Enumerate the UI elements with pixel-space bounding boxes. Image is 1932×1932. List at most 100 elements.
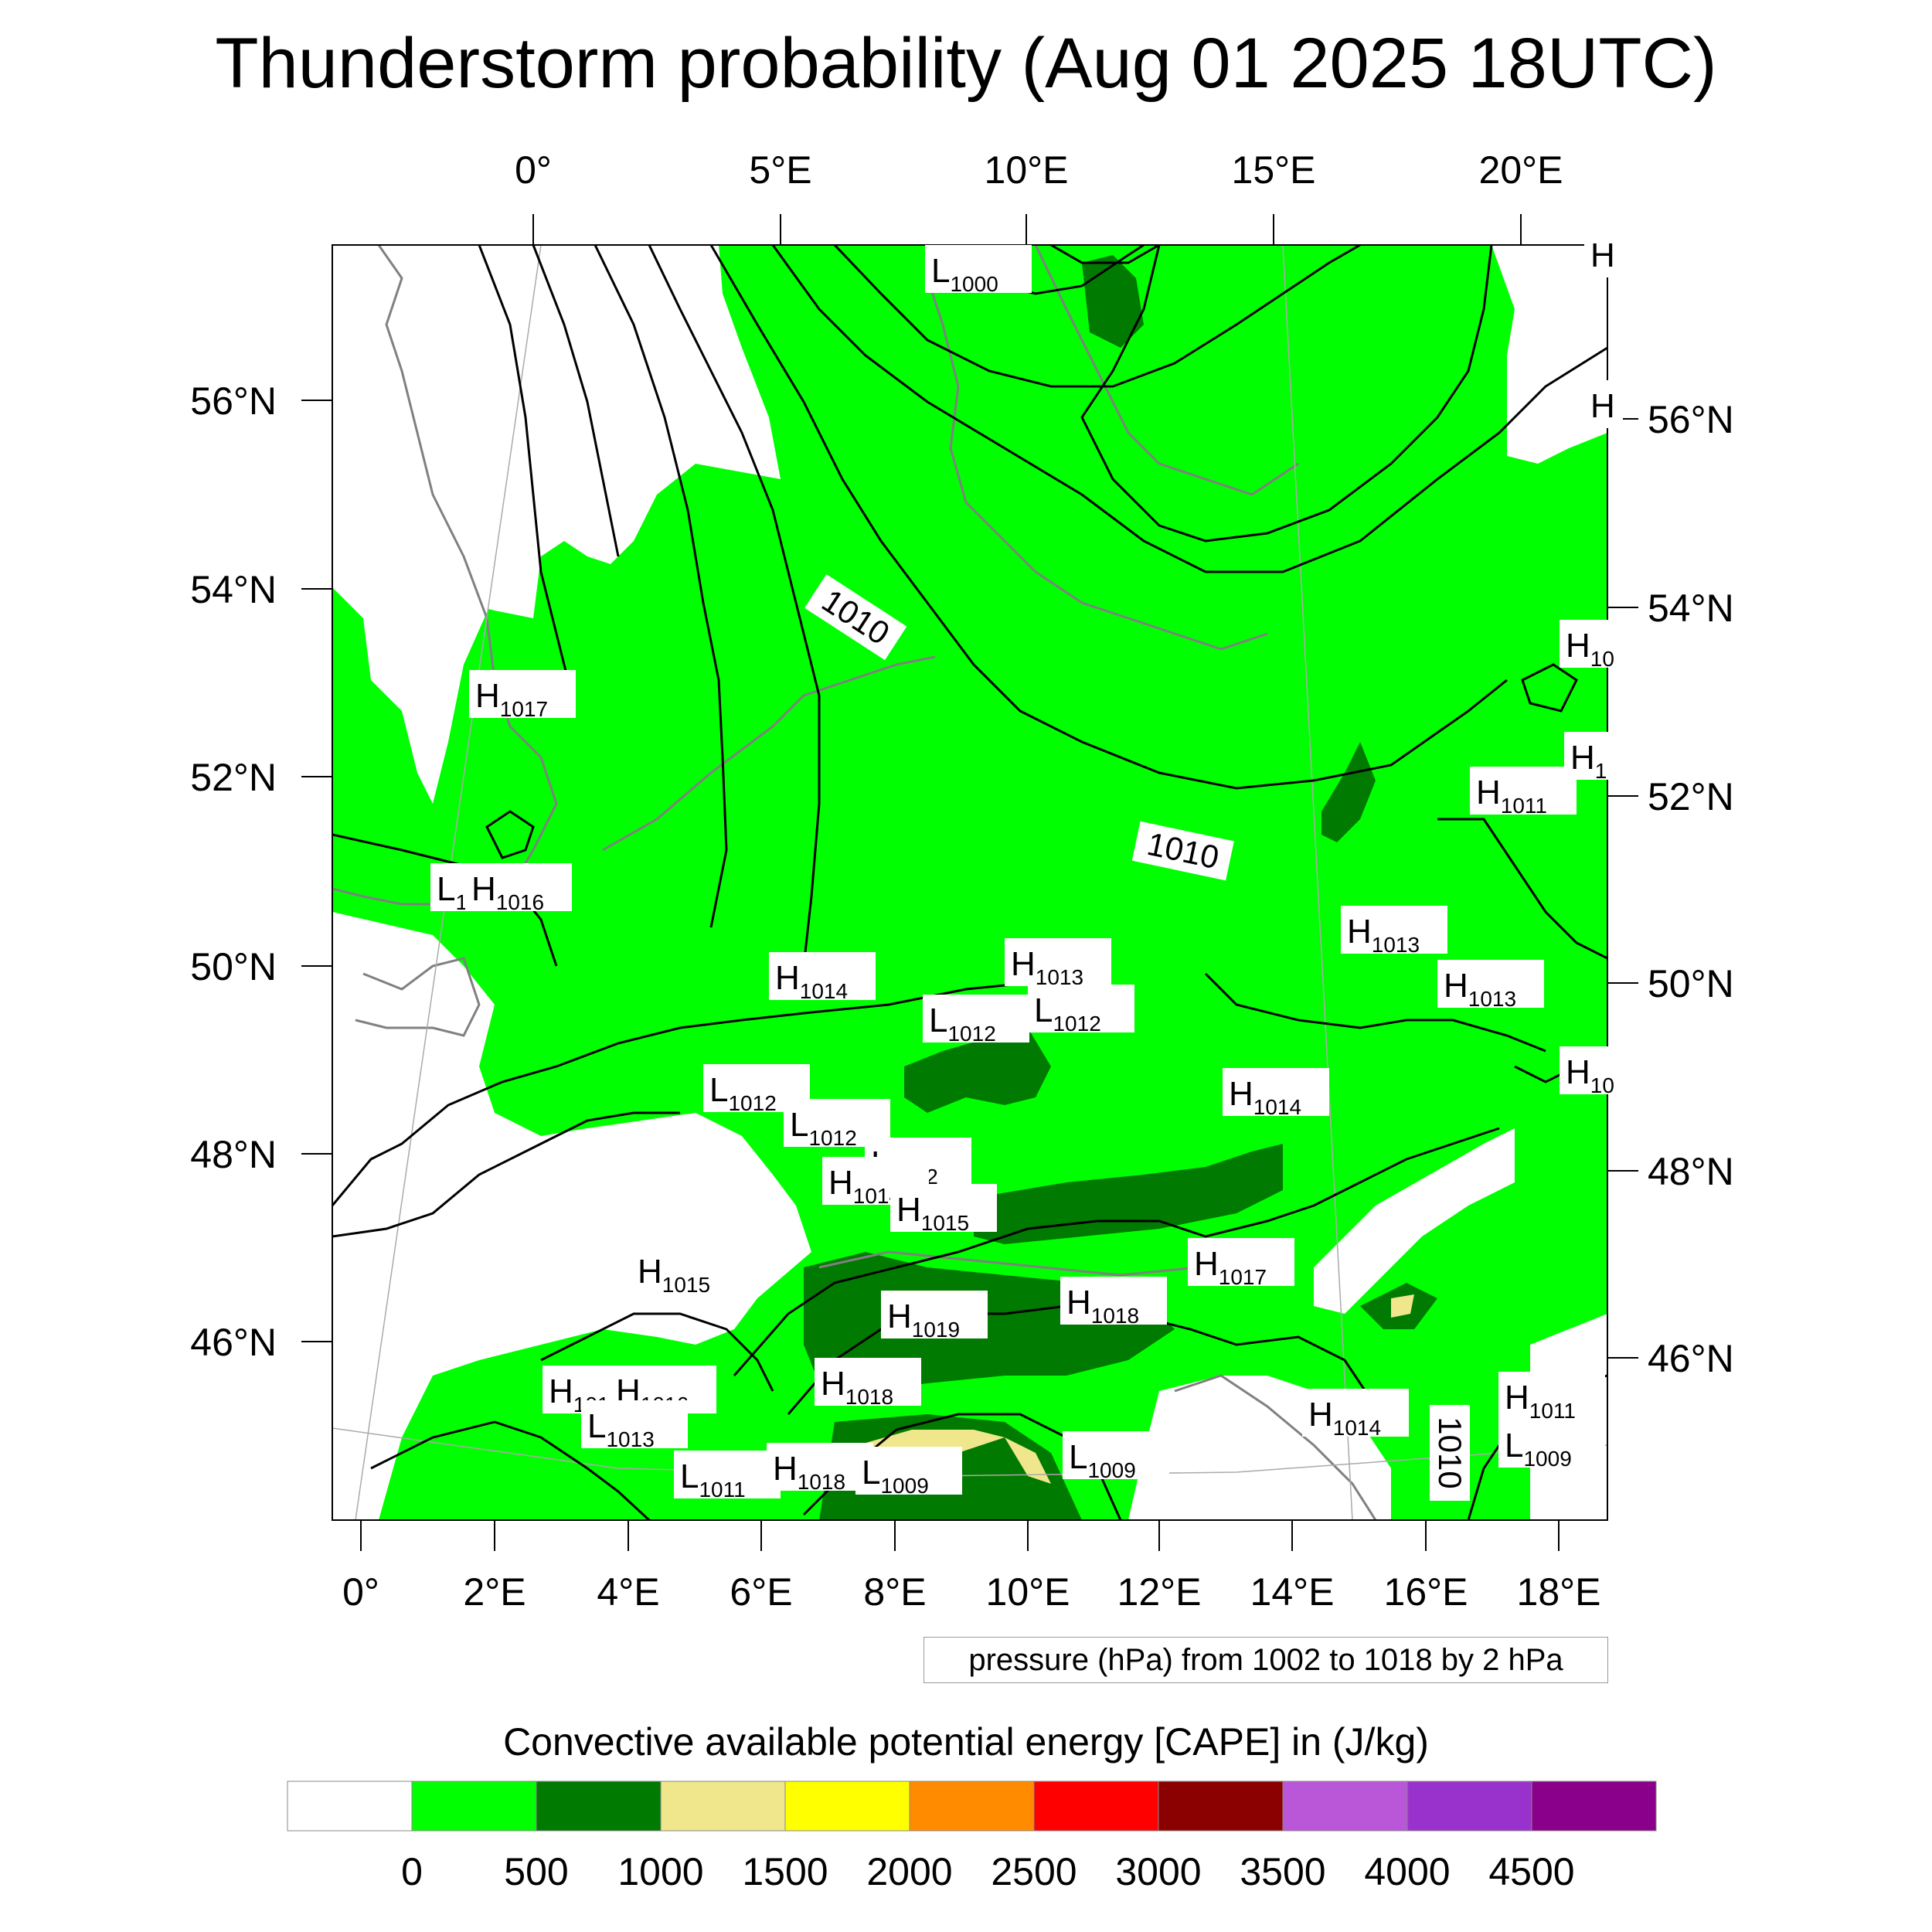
right-lat-tick: 52°N: [1648, 775, 1734, 818]
isobar: [532, 245, 620, 557]
high-pressure-label: H1014: [1302, 1389, 1409, 1440]
low-pressure-label: L1012: [703, 1064, 810, 1115]
high-pressure-label: H: [1584, 380, 1623, 428]
colorbar-swatch: [1282, 1781, 1408, 1832]
cape-1000-1500-hungary: [1391, 1294, 1414, 1318]
left-lat-tick: 46°N: [190, 1321, 277, 1364]
bottom-lon-tick: 0°: [342, 1570, 379, 1614]
low-pressure-label: L1011: [674, 1451, 781, 1502]
isobar: [1204, 972, 1546, 1053]
pressure-center-letter: H1: [1570, 739, 1607, 783]
right-lat-tick: 54°N: [1648, 587, 1734, 630]
high-pressure-label: H1014: [769, 952, 876, 1003]
high-pressure-label: H1013: [1437, 960, 1544, 1011]
colorbar: 0 500 1000 1500 2000 2500 3000 3500 4000 4500: [287, 1781, 1657, 1893]
pressure-center-letter: H: [1590, 387, 1615, 425]
cape-500-1000-baltic: [1082, 255, 1144, 348]
pressure-center-letter: H: [1590, 236, 1615, 274]
isobar: [594, 245, 728, 928]
scandinavia-coast: [1034, 245, 1299, 496]
isobar: [332, 980, 1044, 1206]
low-pressure-label: L1009: [1498, 1420, 1605, 1471]
right-lat-tick: 56°N: [1648, 398, 1734, 441]
high-pressure-label: H1013: [1341, 906, 1447, 957]
low-pressure-label: L1012: [1028, 985, 1134, 1036]
colorbar-tick-label: 0: [401, 1850, 423, 1893]
right-lat-tick: 46°N: [1648, 1337, 1734, 1380]
colorbar-tick-label: 1000: [617, 1850, 703, 1893]
cape-500-1000-alps: [974, 1144, 1283, 1244]
high-pressure-label: H: [1584, 230, 1623, 277]
isobar: [478, 245, 573, 696]
top-lon-tick: 10°E: [985, 148, 1069, 192]
colorbar-swatch: [1406, 1781, 1532, 1832]
left-lat-tick: 54°N: [190, 568, 277, 611]
colorbar-swatch: [784, 1781, 910, 1832]
colorbar-tick-label: 1500: [742, 1850, 828, 1893]
top-lon-tick: 0°: [515, 148, 552, 192]
high-pressure-label: H1015: [890, 1184, 997, 1235]
left-axis: [301, 400, 332, 1342]
isobar: [540, 1312, 774, 1392]
high-pressure-label: H1013: [1005, 938, 1111, 989]
colorbar-swatch: [411, 1781, 537, 1832]
high-pressure-label: H1015: [631, 1246, 738, 1297]
colorbar-swatch: [1158, 1781, 1284, 1832]
adriatic-coast: [1174, 1374, 1377, 1520]
low-pressure-label: L1013: [581, 1400, 688, 1451]
isobar: [1437, 818, 1607, 960]
low-pressure-label: L1009: [1063, 1431, 1169, 1482]
high-pressure-label: H1011: [1498, 1372, 1605, 1423]
colorbar-tick-label: 4500: [1488, 1850, 1574, 1893]
france-coast: [355, 957, 481, 1037]
high-pressure-label: H10: [1560, 620, 1632, 671]
bottom-lon-tick: 18°E: [1517, 1570, 1601, 1614]
colorbar-tick-label: 2000: [866, 1850, 952, 1893]
colorbar-swatch: [660, 1781, 786, 1832]
pressure-info-box: pressure (hPa) from 1002 to 1018 by 2 hP…: [923, 1637, 1608, 1683]
colorbar-swatch: [1531, 1781, 1657, 1832]
cape-none-upper-right: [1492, 245, 1607, 464]
low-pressure-label: L1009: [855, 1447, 962, 1498]
left-lat-tick: 48°N: [190, 1133, 277, 1176]
isobar: [1050, 245, 1160, 264]
bottom-lon-tick: 10°E: [986, 1570, 1070, 1614]
high-pressure-label: H10: [1560, 1046, 1632, 1097]
isobar: [1521, 663, 1578, 713]
top-lon-tick: 5°E: [749, 148, 811, 192]
meridian-15e: [1282, 245, 1353, 1520]
right-axis: [1607, 418, 1638, 1359]
pressure-center-letter: L1012: [1034, 992, 1101, 1036]
high-pressure-label: H1: [1564, 732, 1620, 783]
high-pressure-label: H1011: [1470, 767, 1577, 818]
denmark-coast: [926, 277, 1268, 651]
colorbar-tick-label: 500: [504, 1850, 568, 1893]
left-lat-tick: 50°N: [190, 945, 277, 988]
left-lat-tick: 56°N: [190, 379, 277, 423]
northsea-coast: [602, 655, 936, 852]
isobar: [648, 245, 821, 967]
bottom-lon-tick: 14°E: [1250, 1570, 1335, 1614]
colorbar-swatch: [1033, 1781, 1159, 1832]
high-pressure-label: H1014: [1223, 1068, 1329, 1119]
low-pressure-label: L1012: [923, 995, 1029, 1046]
colorbar-swatch: [536, 1781, 662, 1832]
isobar: [833, 245, 1361, 388]
alps-border: [818, 1250, 1199, 1277]
isobar: [733, 1127, 1500, 1376]
right-lat-tick: 50°N: [1648, 962, 1734, 1005]
bottom-lon-tick: 4°E: [597, 1570, 659, 1614]
chart-title: Thunderstorm probability (Aug 01 2025 18…: [215, 24, 1717, 103]
cape-none-northwest-strip: [332, 245, 541, 804]
right-lat-tick: 48°N: [1648, 1150, 1734, 1193]
cape-none-channel: [332, 912, 811, 1520]
low-pressure-label: L1000: [925, 245, 1032, 296]
bottom-lon-tick: 16°E: [1384, 1570, 1468, 1614]
cape-1000-1500-po-east: [1005, 1437, 1051, 1484]
colorbar-tick-label: 3000: [1115, 1850, 1201, 1893]
high-pressure-label: H1017: [1188, 1238, 1294, 1289]
high-pressure-label: H1018: [815, 1358, 921, 1409]
isobar: [485, 810, 535, 859]
cape-500-1000-poland: [1321, 742, 1376, 842]
